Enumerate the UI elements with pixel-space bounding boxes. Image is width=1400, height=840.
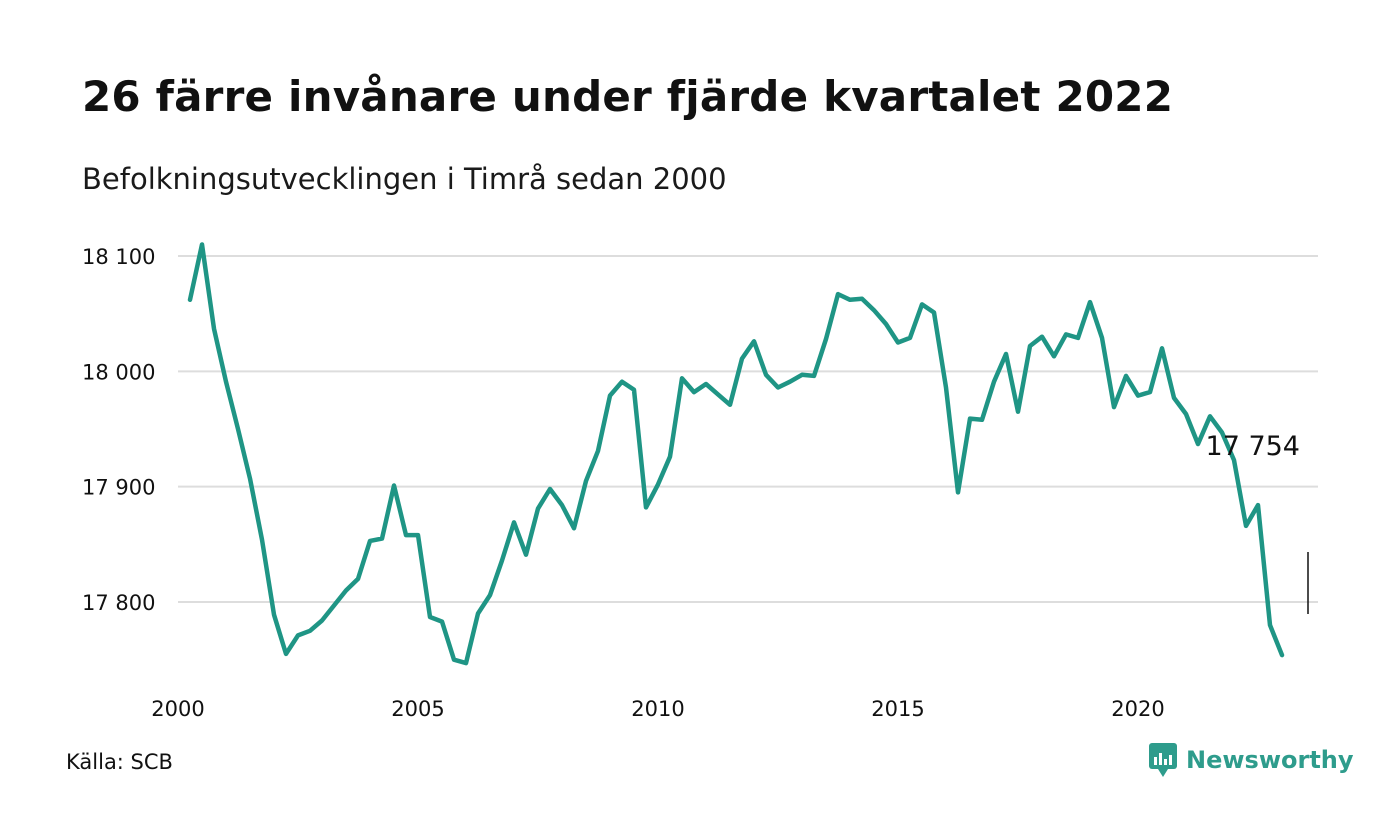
y-tick-label: 18 100	[82, 245, 155, 269]
chart-subtitle: Befolkningsutvecklingen i Timrå sedan 20…	[82, 162, 727, 196]
annotation-layer: 17 754	[1206, 431, 1309, 614]
x-tick-label: 2015	[871, 697, 924, 721]
grid-lines	[178, 255, 1318, 603]
brand-logo[interactable]: Newsworthy	[1148, 742, 1354, 778]
chart-title: 26 färre invånare under fjärde kvartalet…	[82, 72, 1174, 121]
x-tick-label: 2000	[151, 697, 204, 721]
source-note: Källa: SCB	[66, 750, 173, 774]
y-axis-ticks: 17 800 17 900 18 000 18 100	[82, 245, 155, 615]
series-line	[187, 242, 1285, 666]
y-tick-label: 18 000	[82, 360, 155, 384]
y-tick-label: 17 900	[82, 476, 155, 500]
x-tick-label: 2010	[631, 697, 684, 721]
series-layer	[187, 242, 1285, 666]
annotation-label: 17 754	[1206, 431, 1300, 462]
x-tick-label: 2020	[1111, 697, 1164, 721]
x-axis-ticks: 2000 2005 2010 2015 2020	[151, 697, 1164, 721]
y-tick-label: 17 800	[82, 591, 155, 615]
x-tick-label: 2005	[391, 697, 444, 721]
brand-name: Newsworthy	[1186, 746, 1354, 774]
newsworthy-logo-icon	[1149, 743, 1177, 777]
